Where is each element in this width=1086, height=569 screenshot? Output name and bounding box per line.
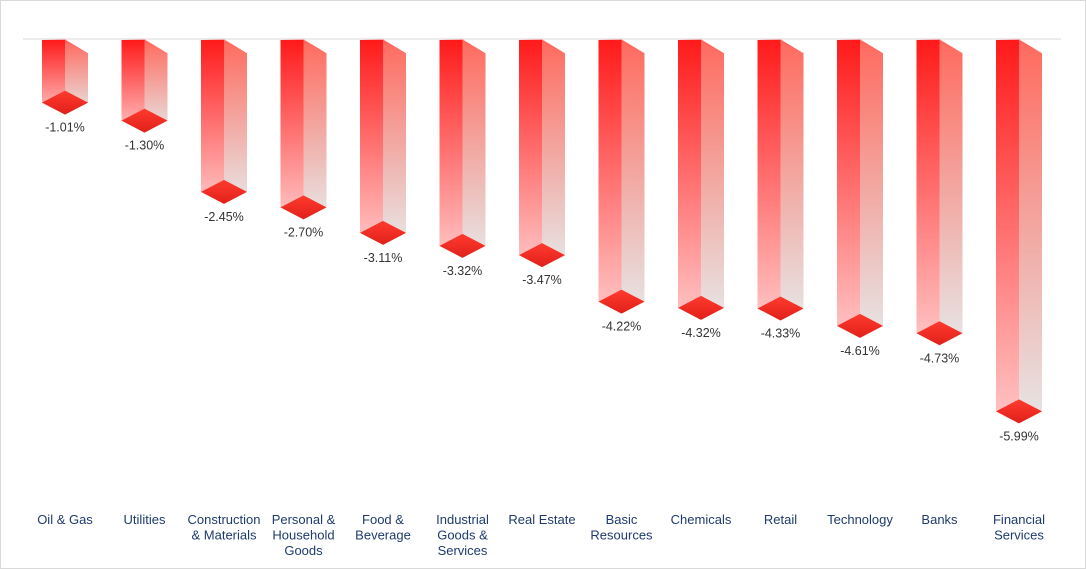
data-label: -4.32% <box>681 326 721 340</box>
bar-8 <box>598 39 645 314</box>
bar-left-face <box>439 40 463 258</box>
bar-left-face <box>280 40 304 220</box>
category-label: Personal & Household Goods <box>272 512 336 558</box>
data-label: -2.70% <box>284 225 324 239</box>
bar-10 <box>757 39 804 321</box>
category-label: Chemicals <box>671 512 732 527</box>
bar-diamond-tip <box>678 295 724 320</box>
bar-right-face <box>303 40 327 220</box>
bar-2 <box>121 39 168 133</box>
category-label: Food & Beverage <box>355 512 411 543</box>
category-label: Retail <box>764 512 797 527</box>
bar-right-face <box>224 40 247 204</box>
category-label: Financial Services <box>993 512 1045 543</box>
bar-diamond-tip <box>519 243 565 268</box>
bar-left-face <box>201 40 224 204</box>
bar-diamond-tip <box>121 108 168 133</box>
bar-4 <box>280 39 327 220</box>
bar-1 <box>42 39 88 115</box>
bar-3 <box>201 39 247 204</box>
bar-diamond-tip <box>201 179 247 204</box>
bar-right-face <box>780 40 804 321</box>
data-label: -4.73% <box>920 351 960 365</box>
bar-right-face <box>860 40 883 338</box>
category-label: Technology <box>827 512 893 527</box>
category-label: Basic Resources <box>590 512 653 543</box>
category-label: Utilities <box>124 512 166 527</box>
bar-diamond-tip <box>42 90 88 115</box>
bar-7 <box>519 39 565 268</box>
bar-left-face <box>360 40 383 245</box>
bar-right-face <box>1019 40 1042 424</box>
data-label: -3.11% <box>364 251 403 265</box>
bar-right-face <box>462 40 486 258</box>
bar-12 <box>916 39 963 346</box>
bar-right-face <box>621 40 645 314</box>
bar-diamond-tip <box>360 220 406 245</box>
bar-left-face <box>996 40 1019 424</box>
bar-diamond-tip <box>757 296 804 321</box>
bar-right-face <box>939 40 963 346</box>
category-label: Real Estate <box>508 512 575 527</box>
bar-left-face <box>519 40 542 268</box>
bar-6 <box>439 39 486 258</box>
bar-left-face <box>678 40 701 320</box>
bar-diamond-tip <box>598 289 645 314</box>
bar-diamond-tip <box>439 233 486 258</box>
category-axis: Oil & Gas Utilities Construction & Material… <box>37 512 1045 558</box>
data-label: -2.45% <box>204 210 244 224</box>
bar-diamond-tip <box>996 399 1042 424</box>
category-label: Oil & Gas <box>37 512 93 527</box>
bar-left-face <box>757 40 781 321</box>
bar-9 <box>678 39 724 320</box>
bar-13 <box>996 39 1042 424</box>
data-label: -1.01% <box>45 121 85 135</box>
bar-11 <box>837 39 883 338</box>
bar-diamond-tip <box>280 195 327 220</box>
bar-left-face <box>916 40 940 346</box>
category-label: Industrial Goods & Services <box>436 512 489 558</box>
bar-diamond-tip <box>916 321 963 346</box>
data-label: -5.99% <box>999 429 1039 443</box>
data-labels-layer: -1.01% -1.30% -2.45% -2.70% -3.11% -3.32% -3.4… <box>45 121 1039 444</box>
bars-layer <box>42 39 1042 424</box>
data-label: -3.32% <box>443 264 483 278</box>
bar-right-face <box>701 40 724 320</box>
bar-left-face <box>598 40 622 314</box>
data-label: -3.47% <box>522 273 562 287</box>
bar-left-face <box>121 40 145 133</box>
bar-left-face <box>837 40 860 338</box>
category-label: Construction & Materials <box>188 512 261 543</box>
bar-right-face <box>383 40 406 245</box>
bar-diamond-tip <box>837 313 883 338</box>
category-label: Banks <box>921 512 958 527</box>
bar-right-face <box>144 40 168 133</box>
data-label: -4.33% <box>761 326 801 340</box>
data-label: -4.61% <box>840 344 880 358</box>
bar-5 <box>360 39 406 245</box>
data-label: -1.30% <box>125 139 165 153</box>
data-label: -4.22% <box>602 320 642 334</box>
bar-right-face <box>542 40 565 268</box>
